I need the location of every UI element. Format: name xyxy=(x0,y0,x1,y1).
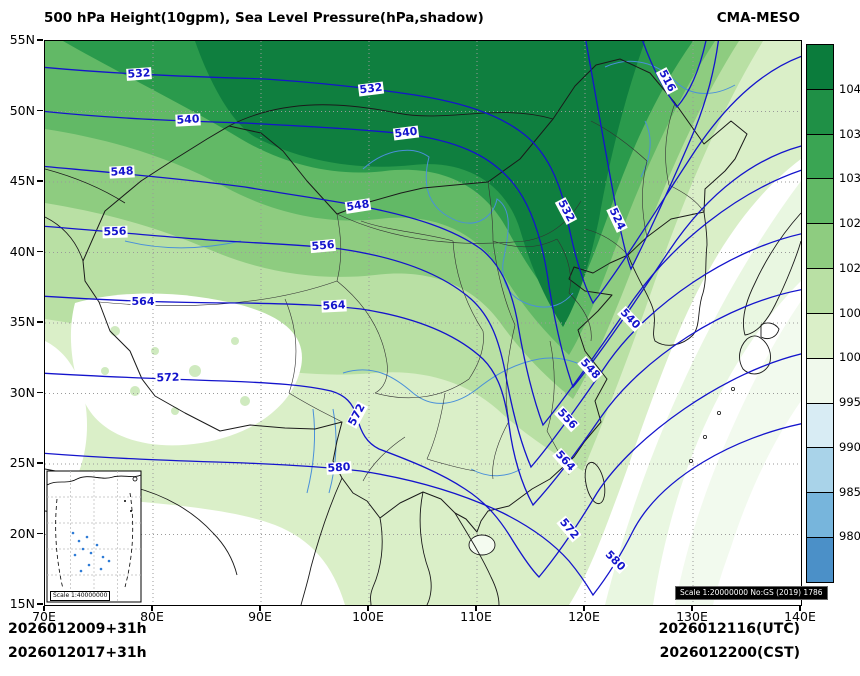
lat-tick-label: 15N xyxy=(9,596,35,611)
lon-tick-label: 70E xyxy=(32,609,56,624)
colorbar-swatch xyxy=(807,448,833,494)
japan-kyushu xyxy=(739,335,771,375)
colorbar-tick-label: 1035 xyxy=(839,126,860,141)
valid-time-utc: 2026012116(UTC) xyxy=(658,621,800,637)
central-asia-borders xyxy=(45,168,126,262)
lat-tick xyxy=(37,109,43,112)
inset-islands xyxy=(71,531,111,573)
mongolia-russia-border xyxy=(228,104,554,127)
lat-tick-label: 20N xyxy=(9,525,35,541)
height-contours xyxy=(45,41,801,597)
valid-time-cst: 2026012200(CST) xyxy=(659,645,800,661)
lat-tick-label: 30N xyxy=(9,384,35,400)
lon-tick xyxy=(367,606,369,611)
map-canvas xyxy=(45,41,801,605)
colorbar-tick-label: 1025 xyxy=(839,216,860,230)
lon-tick xyxy=(691,606,693,611)
lat-tick xyxy=(37,462,43,464)
lon-tick-label: 110E xyxy=(460,609,492,624)
lat-tick-label: 50N xyxy=(9,102,35,118)
colorbar-swatch xyxy=(807,358,833,404)
inset-scale-note: Scale 1:40000000 xyxy=(50,591,111,601)
lon-tick xyxy=(259,606,261,611)
coastlines-borders xyxy=(45,58,801,605)
hainan-island xyxy=(468,534,496,556)
lat-tick-label: 45N xyxy=(9,173,35,188)
lat-tick-label: 40N xyxy=(9,243,35,259)
lon-tick-label: 140E xyxy=(784,609,816,624)
colorbar-swatch xyxy=(807,403,833,449)
colorbar-swatch xyxy=(807,179,833,225)
indochina-borders xyxy=(45,468,500,605)
colorbar-swatch xyxy=(807,134,833,180)
colorbar-tick-label: 1030 xyxy=(839,171,860,186)
lon-tick xyxy=(43,606,45,611)
colorbar-tick-label: 1005 xyxy=(839,305,860,320)
colorbar-swatch xyxy=(807,538,833,582)
colorbar-swatch xyxy=(807,224,833,270)
japan-honshu xyxy=(743,212,801,336)
colorbar-swatch xyxy=(807,313,833,359)
lon-tick-label: 80E xyxy=(140,609,164,624)
taiwan-island xyxy=(584,461,606,505)
colorbar-tick-label: 990 xyxy=(839,439,860,454)
lat-tick xyxy=(37,250,43,253)
init-time-utc: 2026012009+31h xyxy=(8,621,147,637)
lon-tick-label: 90E xyxy=(248,609,272,624)
lat-tick xyxy=(37,180,43,182)
lat-tick xyxy=(37,39,43,41)
colorbar-tick-label: 980 xyxy=(839,529,860,544)
lat-tick-label: 35N xyxy=(9,314,35,329)
colorbar-tick-label: 995 xyxy=(839,395,860,409)
lon-tick xyxy=(799,606,801,611)
colorbar-tick-label: 985 xyxy=(839,484,860,499)
lat-tick xyxy=(37,321,43,323)
colorbar-tick-label: 1000 xyxy=(839,350,860,365)
colorbar-swatch xyxy=(807,89,833,135)
china-border xyxy=(82,58,748,533)
init-time-cst: 2026012017+31h xyxy=(8,645,147,661)
lat-tick-label: 55N xyxy=(9,32,35,47)
lon-tick-label: 130E xyxy=(676,609,708,624)
lat-tick xyxy=(37,603,43,605)
lon-tick-label: 120E xyxy=(568,609,600,624)
colorbar-swatch xyxy=(807,493,833,539)
korea-coast xyxy=(627,211,708,346)
ryukyu-islands xyxy=(689,386,736,463)
lon-tick xyxy=(151,606,153,611)
colorbar-tick-label: 1040 xyxy=(839,81,860,96)
inset-map xyxy=(46,470,142,603)
map-scale-badge: Scale 1:20000000 No:GS (2019) 1786 xyxy=(675,586,828,600)
lon-tick xyxy=(583,606,585,611)
colorbar-tick-label: 1020 xyxy=(839,260,860,275)
page-title: 500 hPa Height(10gpm), Sea Level Pressur… xyxy=(44,10,484,26)
lat-tick xyxy=(37,532,43,535)
pressure-shading xyxy=(45,41,801,605)
lat-tick-label: 25N xyxy=(9,455,35,470)
colorbar xyxy=(806,44,834,583)
model-name: CMA-MESO xyxy=(716,10,800,26)
colorbar-swatch xyxy=(807,45,833,90)
map-frame: 532 540 548 556 564 572 532 540 548 556 564 572 580 5… xyxy=(44,40,828,606)
lon-tick xyxy=(475,606,477,611)
colorbar-swatch xyxy=(807,269,833,314)
lon-tick-label: 100E xyxy=(352,609,384,624)
lat-tick xyxy=(37,391,43,394)
japan-shikoku xyxy=(760,322,780,340)
